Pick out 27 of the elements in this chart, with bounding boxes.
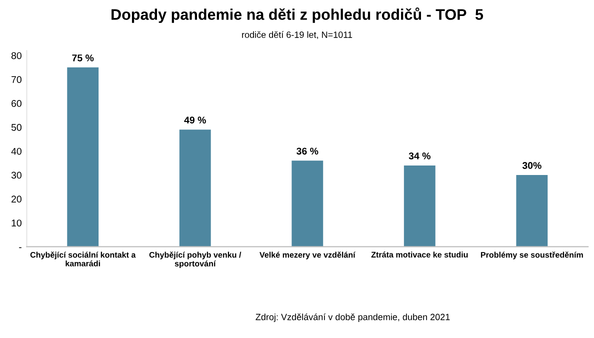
bar <box>292 160 324 247</box>
x-tick-label: Ztráta motivace ke studiu <box>371 252 468 258</box>
x-tick-label: Chybějící sociální kontakt a kamarádi <box>30 252 136 266</box>
y-tick-label: 50 <box>11 124 22 131</box>
chart-subtitle: rodiče dětí 6-19 let, N=1011 <box>242 31 352 39</box>
y-tick-label: 10 <box>12 220 22 226</box>
y-tick-label: 40 <box>11 148 22 155</box>
bar <box>67 67 99 247</box>
y-tick-label: 70 <box>12 76 22 84</box>
data-label: 75 % <box>72 54 94 62</box>
y-tick-label: 20 <box>12 196 22 203</box>
x-tick-label: Chybějící pohyb venku / sportování <box>149 252 242 268</box>
text: Zdroj: Vzdělávání v době pandemie, duben 2021 <box>256 313 450 322</box>
y-tick-label: 80 <box>11 52 22 60</box>
y-tick-label: - <box>19 247 22 248</box>
bar <box>516 175 548 247</box>
y-tick-label: 30 <box>11 172 22 179</box>
bar <box>404 165 436 247</box>
data-label: 36 % <box>296 148 318 155</box>
data-label: 34 % <box>408 152 430 160</box>
bar <box>179 130 211 247</box>
chart-title: Dopady pandemie na děti z pohledu rodičů - TOP 5 <box>112 7 484 23</box>
y-tick-label: 60 <box>12 100 22 107</box>
data-label: 49 % <box>184 116 206 124</box>
x-tick-label: Velké mezery ve vzdělání <box>260 252 356 260</box>
data-label: 30% <box>522 162 542 169</box>
x-tick-label: Problémy se soustředěním <box>480 252 583 260</box>
